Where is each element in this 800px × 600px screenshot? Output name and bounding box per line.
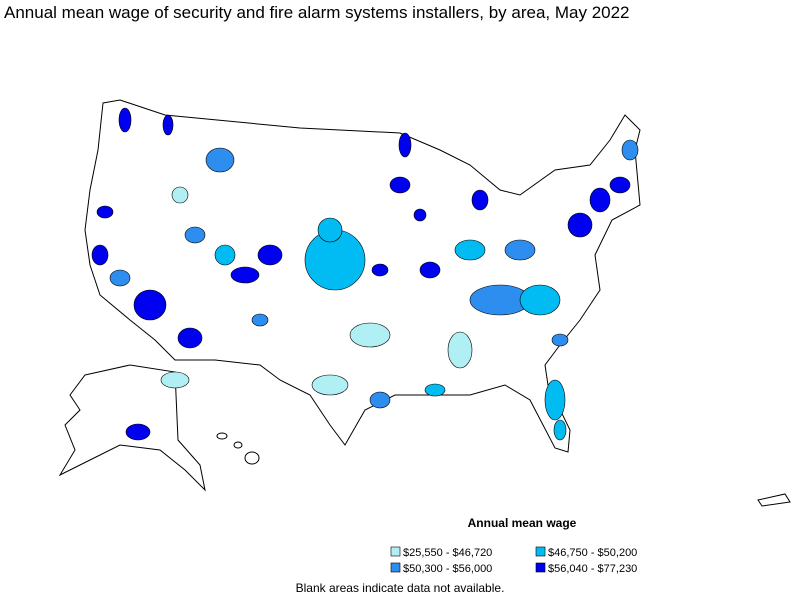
wage-area	[454, 239, 486, 261]
legend-label: $25,550 - $46,720	[403, 547, 492, 559]
wage-area	[369, 391, 391, 409]
wage-area	[118, 107, 132, 133]
wage-area	[349, 322, 391, 348]
footnote: Blank areas indicate data not available.	[296, 581, 505, 595]
hawaii	[244, 451, 260, 465]
legend-label: $56,040 - $77,230	[548, 563, 637, 575]
map-title: Annual mean wage of security and fire al…	[4, 3, 630, 22]
wage-area	[551, 333, 569, 347]
wage-area	[589, 187, 611, 213]
wage-area	[609, 176, 631, 194]
wage-area	[162, 114, 174, 136]
wage-area	[160, 371, 190, 389]
wage-area	[257, 244, 283, 266]
legend-label: $50,300 - $56,000	[403, 563, 492, 575]
wage-area	[567, 212, 593, 238]
wage-area	[424, 383, 446, 397]
wage-area	[317, 217, 343, 243]
puerto-rico	[757, 493, 791, 507]
wage-area	[504, 239, 536, 261]
wage-area	[544, 379, 566, 421]
wage-area	[371, 263, 389, 277]
wage-area	[621, 139, 639, 161]
legend-swatch	[390, 562, 401, 573]
wage-area	[171, 186, 189, 204]
wage-area	[447, 331, 473, 369]
hawaii	[216, 432, 228, 440]
wage-area	[125, 423, 151, 441]
wage-area	[91, 244, 109, 266]
wage-area	[398, 132, 412, 158]
us-mainland	[84, 99, 641, 453]
map	[58, 99, 791, 507]
wage-area	[214, 244, 236, 266]
wage-area	[389, 176, 411, 194]
wage-area	[96, 205, 114, 219]
wage-area	[311, 374, 349, 396]
wage-area	[177, 327, 203, 349]
wage-area	[413, 208, 427, 222]
wage-area	[133, 289, 167, 321]
wage-area	[519, 284, 561, 316]
wage-area	[553, 419, 567, 441]
legend-swatch	[535, 562, 546, 573]
wage-area	[184, 226, 206, 244]
legend-title: Annual mean wage	[468, 516, 577, 530]
wage-area	[251, 313, 269, 327]
legend-swatch	[390, 546, 401, 557]
legend-label: $46,750 - $50,200	[548, 547, 637, 559]
legend-swatch	[535, 546, 546, 557]
wage-area	[471, 189, 489, 211]
wage-area	[109, 269, 131, 287]
wage-area	[230, 266, 260, 284]
wage-area	[205, 147, 235, 173]
hawaii	[233, 441, 243, 449]
wage-area	[419, 261, 441, 279]
